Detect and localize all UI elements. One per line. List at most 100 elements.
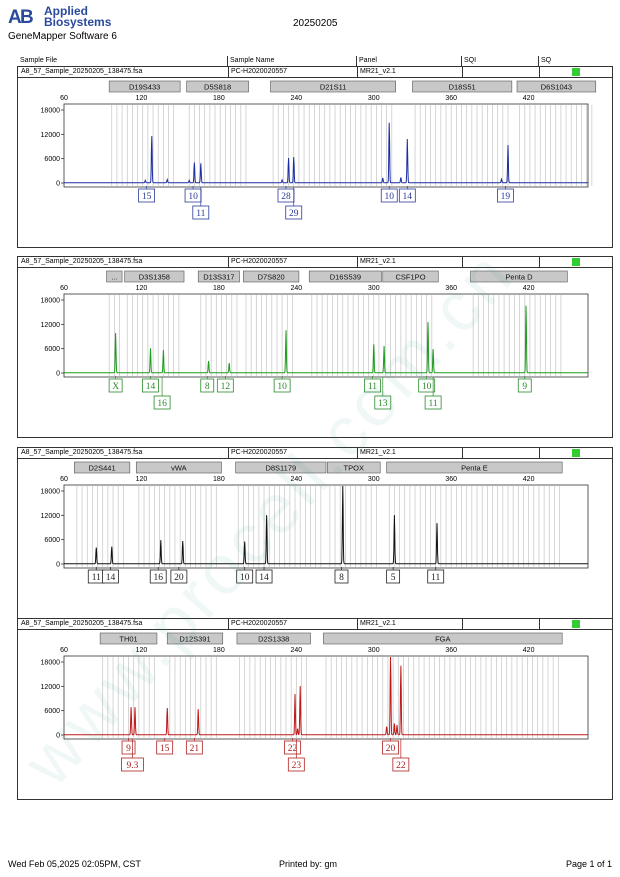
trace-line bbox=[64, 305, 588, 374]
marker-bar[interactable] bbox=[382, 270, 439, 283]
allele-label-box[interactable] bbox=[334, 569, 349, 584]
y-tick-label: 12000 bbox=[41, 322, 61, 329]
allele-label-box[interactable] bbox=[386, 569, 401, 584]
x-tick-label: 240 bbox=[290, 95, 302, 102]
allele-label: 19 bbox=[501, 192, 511, 202]
col-panel: Panel bbox=[359, 57, 377, 64]
allele-label-box[interactable] bbox=[517, 378, 532, 393]
panel-name: MR21_v2.1 bbox=[360, 620, 396, 627]
marker-bar[interactable] bbox=[124, 270, 185, 283]
marker-bar[interactable] bbox=[386, 461, 563, 474]
panel-sample-name: PC-H2020020557 bbox=[231, 449, 288, 456]
marker-bar[interactable] bbox=[323, 632, 563, 645]
allele-label-box[interactable] bbox=[255, 569, 273, 584]
marker-name: D2S441 bbox=[89, 464, 116, 473]
marker-bar[interactable] bbox=[106, 270, 123, 283]
brand-line-1: Applied bbox=[44, 4, 88, 18]
marker-bar[interactable] bbox=[412, 80, 513, 93]
marker-bar[interactable] bbox=[308, 270, 382, 283]
y-tick-label: 12000 bbox=[41, 132, 61, 139]
allele-label-box[interactable] bbox=[273, 378, 291, 393]
allele-label-box[interactable] bbox=[170, 569, 188, 584]
allele-label-box[interactable] bbox=[121, 740, 136, 755]
y-tick-label: 18000 bbox=[41, 298, 61, 305]
footer-printed-by: Printed by: gm bbox=[279, 859, 338, 869]
trace-line bbox=[64, 656, 588, 736]
allele-label: 29 bbox=[289, 209, 299, 219]
allele-label-box[interactable] bbox=[496, 188, 514, 203]
marker-name: D19S433 bbox=[129, 83, 160, 92]
marker-bar[interactable] bbox=[243, 270, 300, 283]
allele-label: 10 bbox=[384, 192, 394, 202]
marker-bar[interactable] bbox=[235, 461, 327, 474]
x-tick-label: 60 bbox=[60, 95, 68, 102]
allele-label-box[interactable] bbox=[200, 378, 215, 393]
allele-label-box[interactable] bbox=[392, 757, 410, 772]
allele-label-box[interactable] bbox=[398, 188, 416, 203]
marker-bar[interactable] bbox=[270, 80, 396, 93]
x-tick-label: 180 bbox=[213, 285, 225, 292]
y-tick-label: 18000 bbox=[41, 108, 61, 115]
x-tick-label: 240 bbox=[290, 647, 302, 654]
allele-label-box[interactable] bbox=[285, 205, 303, 220]
panel-3: A8_57_Sample_20250205_138475.fsa PC-H2020… bbox=[17, 447, 613, 619]
marker-bar[interactable] bbox=[74, 461, 131, 474]
marker-name: Penta D bbox=[505, 273, 533, 282]
allele-label-box[interactable] bbox=[287, 757, 305, 772]
allele-label-box[interactable] bbox=[216, 378, 234, 393]
marker-bar[interactable] bbox=[108, 80, 181, 93]
marker-name: D7S820 bbox=[258, 273, 285, 282]
allele-label-box[interactable] bbox=[236, 569, 254, 584]
allele-label-box[interactable] bbox=[424, 395, 442, 410]
marker-name: Penta E bbox=[461, 464, 488, 473]
allele-label-box[interactable] bbox=[192, 205, 210, 220]
allele-label-box[interactable] bbox=[142, 378, 159, 393]
allele-label-box[interactable] bbox=[121, 757, 144, 772]
allele-label: 22 bbox=[288, 744, 298, 754]
allele-label-box[interactable] bbox=[374, 395, 392, 410]
marker-bar[interactable] bbox=[326, 461, 381, 474]
allele-label-box[interactable] bbox=[102, 569, 119, 584]
allele-label-box[interactable] bbox=[156, 740, 174, 755]
allele-label-box[interactable] bbox=[427, 569, 445, 584]
marker-bar[interactable] bbox=[166, 632, 224, 645]
allele-label-box[interactable] bbox=[153, 395, 171, 410]
allele-label-box[interactable] bbox=[382, 740, 399, 755]
panel-sample-name: PC-H2020020557 bbox=[231, 68, 288, 75]
marker-bar[interactable] bbox=[135, 461, 222, 474]
allele-label: 14 bbox=[403, 192, 413, 202]
marker-name: ... bbox=[111, 273, 117, 282]
allele-label-box[interactable] bbox=[418, 378, 436, 393]
marker-name: D18S51 bbox=[449, 83, 476, 92]
marker-bar[interactable] bbox=[470, 270, 568, 283]
allele-label-box[interactable] bbox=[149, 569, 167, 584]
marker-name: D5S818 bbox=[204, 83, 231, 92]
allele-label-box[interactable] bbox=[185, 740, 203, 755]
y-tick-label: 0 bbox=[56, 181, 60, 188]
marker-bar[interactable] bbox=[99, 632, 158, 645]
allele-label: 9 bbox=[522, 382, 527, 392]
report-date-title: 20250205 bbox=[293, 18, 338, 29]
allele-label-box[interactable] bbox=[380, 188, 398, 203]
y-tick-label: 0 bbox=[56, 562, 60, 569]
x-tick-label: 180 bbox=[213, 95, 225, 102]
allele-label: 11 bbox=[368, 382, 377, 392]
marker-name: FGA bbox=[435, 635, 450, 644]
allele-label-box[interactable] bbox=[364, 378, 381, 393]
x-tick-label: 240 bbox=[290, 285, 302, 292]
marker-bar[interactable] bbox=[197, 270, 240, 283]
x-tick-label: 420 bbox=[523, 95, 535, 102]
panel-sample-file: A8_57_Sample_20250205_138475.fsa bbox=[21, 449, 143, 456]
panel-name: MR21_v2.1 bbox=[360, 258, 396, 265]
x-tick-label: 360 bbox=[445, 647, 457, 654]
trace-line bbox=[64, 485, 588, 565]
svg-text:www.procell.com.cn: www.procell.com.cn bbox=[8, 235, 529, 801]
marker-bar[interactable] bbox=[186, 80, 249, 93]
allele-label: 13 bbox=[378, 399, 388, 409]
allele-label-box[interactable] bbox=[108, 378, 123, 393]
marker-bar[interactable] bbox=[516, 80, 597, 93]
allele-label-box[interactable] bbox=[138, 188, 156, 203]
marker-name: D12S391 bbox=[179, 635, 210, 644]
x-tick-label: 180 bbox=[213, 476, 225, 483]
marker-bar[interactable] bbox=[236, 632, 311, 645]
